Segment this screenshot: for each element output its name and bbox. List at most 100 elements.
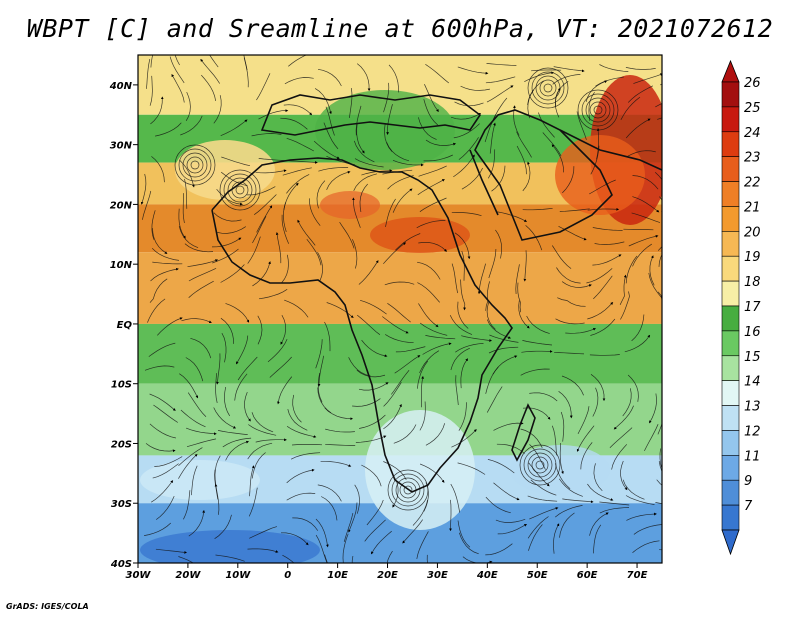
streamline: [487, 459, 515, 474]
streamline: [209, 55, 219, 68]
streamline: [450, 347, 470, 371]
streamline: [251, 452, 266, 479]
streamline: [654, 172, 662, 181]
colorbar-label: 7: [744, 499, 753, 514]
lon-label: 0: [284, 570, 291, 581]
streamline: [339, 222, 355, 249]
colorbar-swatch: [721, 131, 740, 157]
lon-label: 70E: [627, 570, 648, 581]
streamline: [353, 173, 378, 191]
streamline: [449, 315, 473, 335]
streamline: [349, 88, 353, 118]
vortex-streamline: [585, 97, 611, 123]
streamline: [280, 314, 287, 345]
streamline: [596, 128, 600, 160]
streamline: [462, 556, 493, 563]
streamline: [155, 495, 175, 520]
streamline: [402, 519, 423, 544]
streamline: [225, 440, 250, 461]
streamline: [632, 175, 659, 190]
streamline: [412, 499, 428, 526]
streamline: [181, 318, 212, 324]
colorbar-swatch: [721, 156, 740, 182]
streamline: [659, 549, 662, 551]
streamline: [221, 156, 251, 167]
streamline: [281, 254, 289, 284]
streamline: [178, 226, 199, 249]
streamline: [451, 429, 477, 448]
streamline: [171, 73, 185, 103]
streamline: [554, 351, 585, 355]
streamline: [632, 540, 660, 553]
streamline: [214, 455, 221, 485]
streamline: [186, 438, 217, 448]
europe-coastline: [260, 94, 482, 136]
streamline: [324, 554, 328, 563]
streamline: [325, 443, 356, 446]
streamline: [552, 74, 581, 85]
streamline: [392, 477, 399, 508]
streamline: [667, 536, 695, 545]
streamline: [395, 346, 426, 353]
streamline: [356, 369, 386, 378]
streamline: [393, 424, 417, 444]
streamline: [458, 532, 479, 555]
streamline: [200, 58, 220, 84]
streamline: [495, 229, 502, 259]
streamline: [237, 356, 258, 381]
vortex-streamline: [531, 456, 549, 474]
vortex-streamline: [527, 67, 569, 109]
streamline: [589, 354, 620, 356]
vortex-streamline: [395, 477, 421, 503]
streamline: [623, 228, 654, 231]
streamline: [366, 499, 384, 526]
streamline: [221, 332, 227, 363]
streamline: [626, 512, 657, 521]
streamline: [315, 518, 329, 548]
streamline: [485, 366, 499, 394]
streamline: [147, 298, 166, 323]
streamline: [352, 197, 361, 228]
streamline: [286, 492, 316, 501]
streamline: [457, 66, 489, 75]
streamline: [353, 140, 375, 163]
streamline: [359, 299, 387, 315]
streamline: [419, 197, 447, 212]
streamline: [613, 405, 634, 430]
streamline: [522, 161, 531, 192]
streamline: [251, 133, 282, 137]
streamline: [277, 376, 293, 405]
lon-label: 60E: [577, 570, 598, 581]
streamline: [551, 425, 557, 456]
streamline: [187, 259, 219, 268]
streamline: [214, 514, 232, 539]
streamline: [257, 315, 263, 345]
streamline: [385, 334, 414, 344]
streamline: [150, 55, 154, 68]
streamline: [150, 267, 179, 282]
warm-core-red-sea: [555, 135, 645, 215]
streamline: [174, 55, 180, 66]
streamline: [419, 350, 440, 374]
streamline: [457, 462, 486, 475]
streamline: [655, 502, 662, 505]
colorbar-swatch: [721, 405, 740, 431]
streamline: [253, 194, 277, 215]
streamline: [358, 382, 389, 391]
streamline: [185, 91, 191, 121]
streamline: [292, 394, 302, 423]
streamline: [425, 64, 450, 84]
colorbar-label: 24: [744, 126, 761, 141]
streamline: [523, 250, 527, 282]
streamline: [562, 166, 575, 194]
streamline: [256, 205, 273, 233]
streamline: [561, 375, 584, 396]
vortex-streamline: [174, 144, 216, 186]
streamline: [555, 318, 585, 325]
streamline: [528, 524, 543, 551]
streamline: [661, 226, 662, 228]
streamline: [625, 67, 656, 70]
streamline: [527, 516, 549, 539]
streamline: [590, 145, 600, 175]
